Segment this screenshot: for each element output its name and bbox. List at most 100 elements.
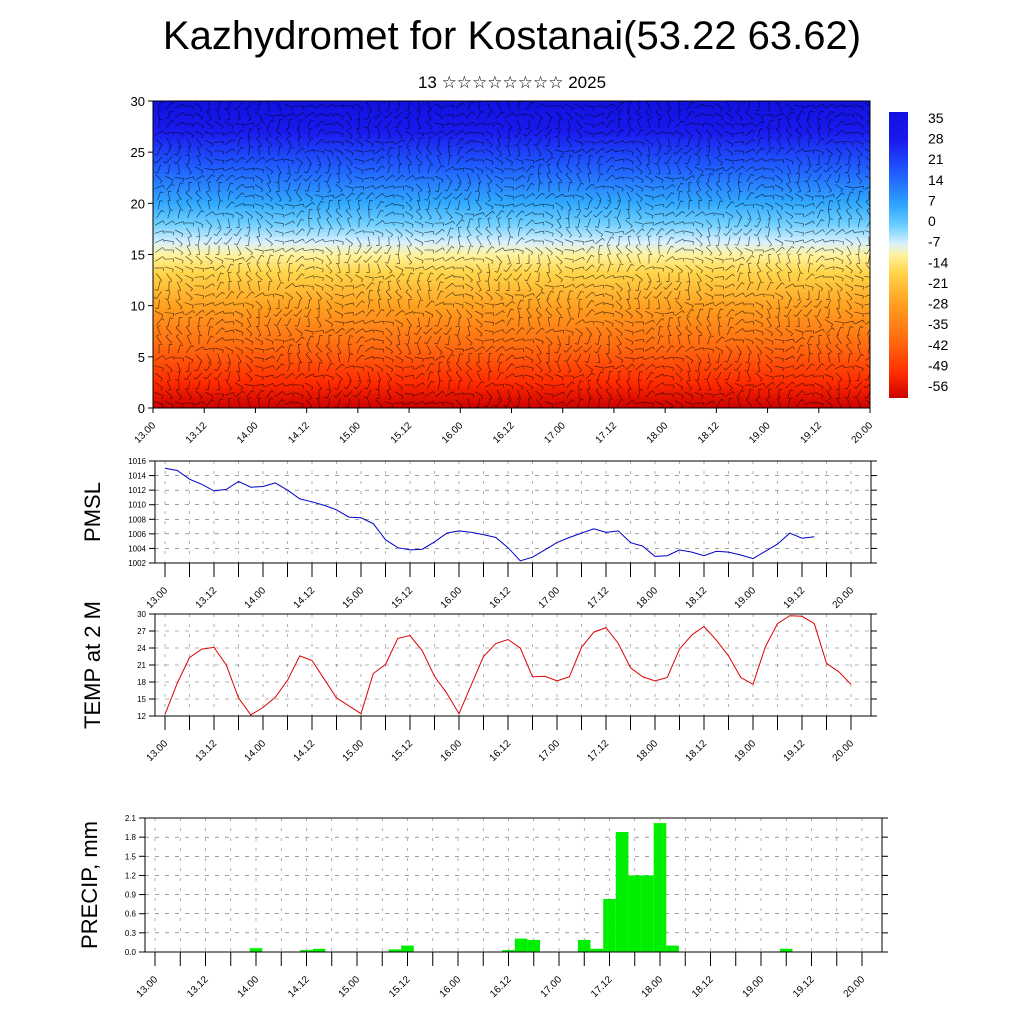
- x-tick-label: 19.00: [733, 585, 759, 611]
- x-tick-label: 14.12: [286, 974, 312, 1000]
- y-tick-label: 1010: [128, 501, 146, 510]
- colorbar-label: -21: [928, 275, 948, 291]
- x-tick-label: 17.00: [539, 974, 565, 1000]
- colorbar-label: -42: [928, 337, 948, 353]
- precipitation-panel: 0.0 0.3 0.6 0.9 1.2 1.5 1.8 2.1 13.00 13.12 14.00 1…: [77, 814, 888, 1000]
- precip-bar: [666, 945, 679, 952]
- pmsl-series-line: [164, 467, 815, 562]
- y-tick-label: 18: [137, 678, 146, 687]
- y-tick-label: 25: [131, 145, 145, 160]
- x-tick-label: 18.12: [696, 420, 722, 446]
- y-tick-label: 1004: [128, 544, 146, 553]
- colorbar-label: 28: [928, 131, 944, 147]
- y-tick-label: 0.3: [125, 929, 137, 938]
- temperature-panel: 12 15 18 21 24 27 30 13.00 13.12 14.00 14.12 15.00 1…: [80, 601, 877, 764]
- x-tick-label: 19.12: [798, 420, 824, 446]
- x-tick-label: 14.12: [292, 585, 318, 611]
- y-tick-label: 30: [137, 610, 146, 619]
- chart-subtitle: 13 ☆☆☆☆☆☆☆☆ 2025: [417, 73, 607, 92]
- precip-frame: [144, 817, 883, 953]
- y-tick-label: 20: [131, 196, 145, 211]
- x-tick-label: 20.00: [850, 420, 876, 446]
- y-tick-label: 0.6: [125, 910, 137, 919]
- precip-bar: [590, 948, 604, 952]
- x-tick-label: 16.00: [439, 585, 465, 611]
- precip-bar: [577, 939, 591, 952]
- precip-bar: [653, 823, 667, 952]
- pmsl-frame: [154, 460, 872, 564]
- pmsl-panel: 1002 1004 1006 1008 1010 1012 1014 1016 13.00 13.…: [80, 457, 877, 611]
- x-tick-label: 13.12: [184, 420, 210, 446]
- x-tick-label: 15.00: [341, 585, 367, 611]
- y-tick-label: 1.5: [125, 852, 137, 861]
- chart-title: Kazhydromet for Kostanai(53.22 63.62): [162, 14, 862, 58]
- precip-ylabel: PRECIP, mm: [77, 821, 102, 949]
- x-tick-label: 14.00: [243, 738, 269, 764]
- x-tick-label: 13.12: [194, 738, 220, 764]
- x-tick-label: 15.00: [341, 738, 367, 764]
- x-tick-label: 14.00: [235, 420, 261, 446]
- pmsl-ylabel: PMSL: [80, 482, 105, 542]
- x-tick-label: 13.00: [145, 738, 171, 764]
- x-tick-label: 14.12: [292, 738, 318, 764]
- precip-bar: [401, 945, 414, 952]
- y-tick-label: 0: [138, 401, 145, 416]
- colorbar-label: 7: [928, 192, 936, 208]
- colorbar-label: -56: [928, 378, 948, 394]
- precip-bar: [388, 949, 402, 952]
- x-tick-label: 14.00: [243, 585, 269, 611]
- y-tick-label: 15: [131, 248, 145, 263]
- x-tick-label: 16.12: [491, 420, 517, 446]
- x-tick-label: 13.00: [145, 585, 171, 611]
- y-tick-label: 21: [137, 661, 146, 670]
- x-tick-label: 16.12: [488, 585, 514, 611]
- y-tick-label: 0.0: [125, 948, 137, 957]
- x-tick-label: 16.12: [488, 974, 514, 1000]
- x-tick-label: 17.00: [537, 585, 563, 611]
- colorbar-label: 35: [928, 110, 944, 126]
- precip-bar: [312, 948, 326, 952]
- x-tick-label: 15.00: [337, 974, 363, 1000]
- x-tick-label: 17.00: [542, 420, 568, 446]
- colorbar-label: -49: [928, 357, 948, 373]
- precip-bar: [502, 950, 515, 952]
- x-tick-label: 17.12: [589, 974, 615, 1000]
- x-tick-label: 13.00: [135, 974, 161, 1000]
- x-tick-label: 19.12: [782, 738, 808, 764]
- colorbar-label: -35: [928, 316, 948, 332]
- y-tick-label: 24: [137, 644, 146, 653]
- y-tick-label: 27: [137, 627, 146, 636]
- x-tick-label: 18.00: [640, 974, 666, 1000]
- colorbar-label: -7: [928, 234, 941, 250]
- x-tick-label: 16.12: [488, 738, 514, 764]
- y-tick-label: 5: [138, 350, 145, 365]
- x-tick-label: 19.12: [782, 585, 808, 611]
- x-tick-label: 15.12: [387, 974, 413, 1000]
- y-tick-label: 1.2: [125, 871, 137, 880]
- x-tick-label: 19.00: [733, 738, 759, 764]
- y-tick-label: 1002: [128, 559, 146, 568]
- y-tick-label: 2.1: [125, 814, 137, 823]
- y-tick-label: 12: [137, 712, 146, 721]
- heatmap-field: [153, 101, 870, 408]
- x-tick-label: 17.12: [594, 420, 620, 446]
- x-tick-label: 15.00: [338, 420, 364, 446]
- x-tick-label: 13.12: [185, 974, 211, 1000]
- colorbar-label: 0: [928, 213, 936, 229]
- x-tick-label: 14.12: [286, 420, 312, 446]
- precip-bar: [249, 948, 263, 952]
- x-tick-label: 18.00: [635, 585, 661, 611]
- precip-bar: [514, 938, 528, 952]
- temp-ylabel: TEMP at 2 M: [80, 601, 105, 729]
- x-tick-label: 19.00: [741, 974, 767, 1000]
- x-tick-label: 20.00: [842, 974, 868, 1000]
- x-tick-label: 17.12: [586, 738, 612, 764]
- precip-bar: [300, 950, 313, 952]
- temp-frame: [154, 613, 872, 717]
- y-tick-label: 1.8: [125, 833, 137, 842]
- x-tick-label: 19.00: [747, 420, 773, 446]
- colorbar: [889, 112, 908, 398]
- x-tick-label: 18.00: [635, 738, 661, 764]
- y-tick-label: 0.9: [125, 891, 137, 900]
